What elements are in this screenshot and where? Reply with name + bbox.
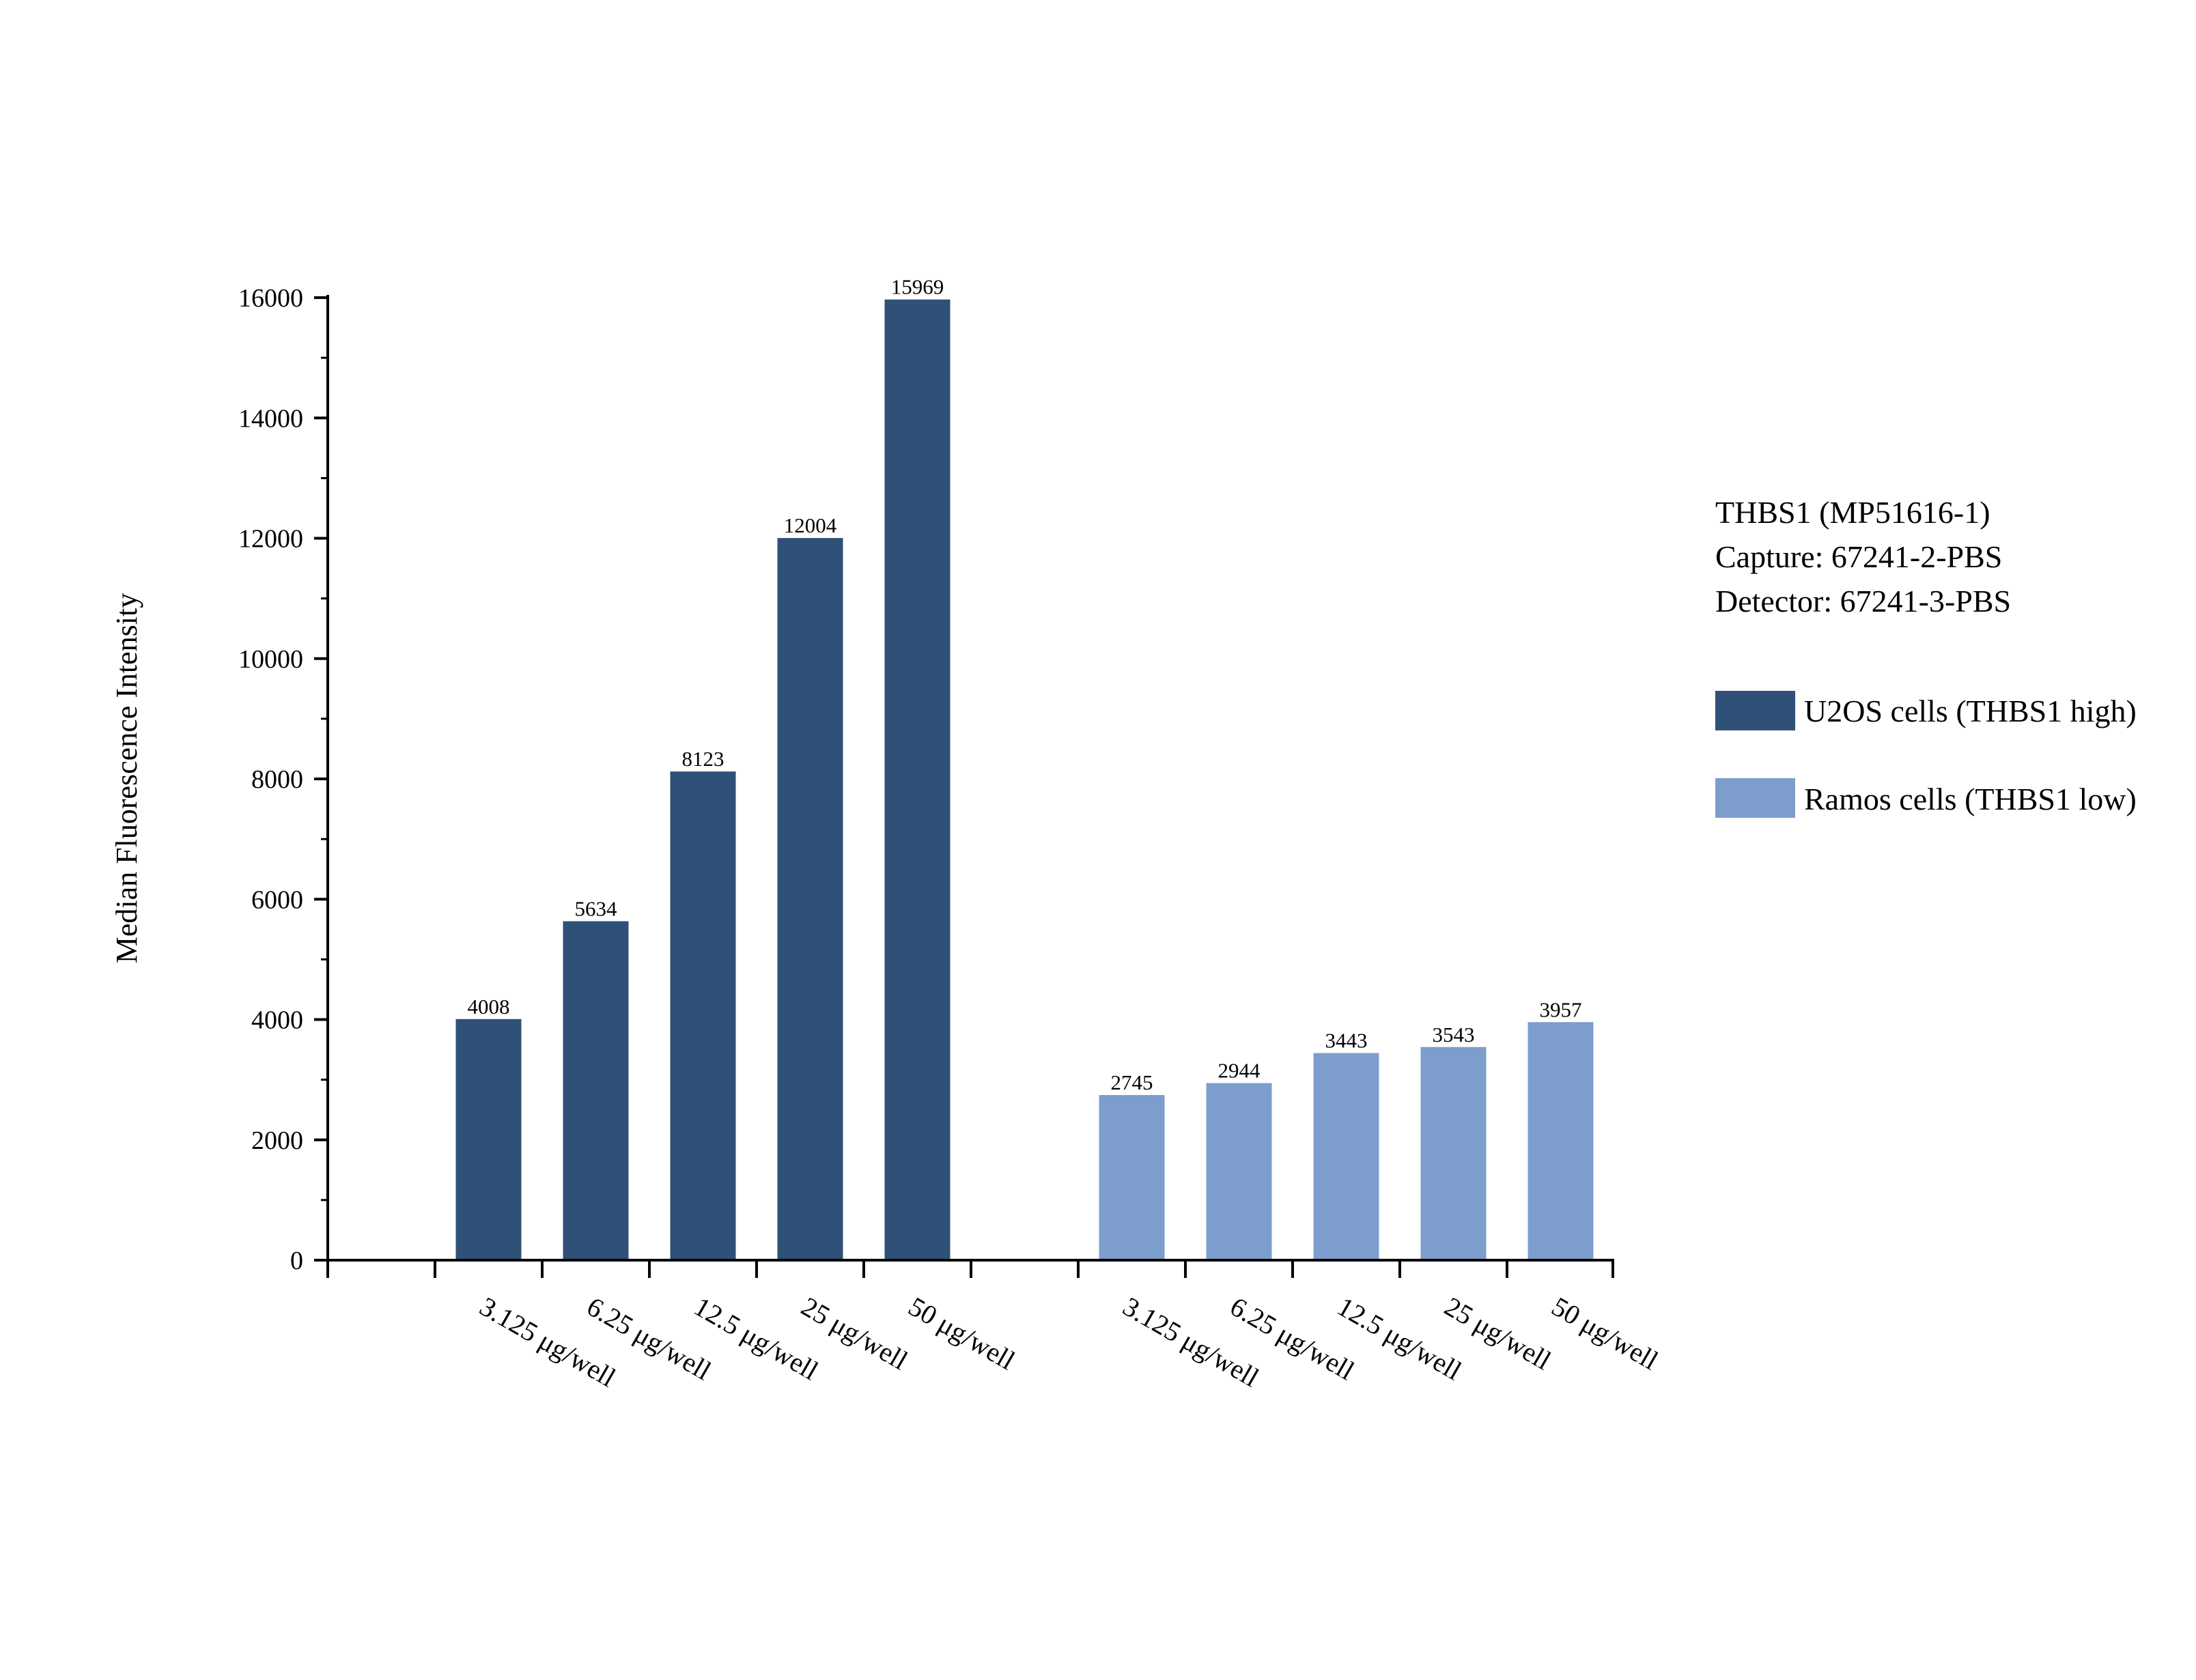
data-label: 3957 [1540, 997, 1582, 1021]
bar [1528, 1022, 1594, 1260]
y-tick-label: 14000 [238, 404, 303, 433]
data-label: 2944 [1218, 1059, 1261, 1083]
bar [670, 771, 736, 1260]
legend-swatch-u2os [1715, 691, 1795, 730]
bar [1099, 1095, 1165, 1260]
data-label: 8123 [682, 747, 724, 771]
info-block: THBS1 (MP51616-1) Capture: 67241-2-PBS D… [1715, 495, 2011, 618]
bar [1313, 1053, 1379, 1260]
legend: U2OS cells (THBS1 high) Ramos cells (THB… [1715, 691, 2137, 818]
y-tick-label: 8000 [251, 765, 303, 794]
bar [777, 538, 843, 1261]
info-line-detector: Detector: 67241-3-PBS [1715, 584, 2011, 618]
y-axis-ticks: 0 2000 4000 6000 8000 10000 12000 14000 16000 [238, 284, 328, 1275]
data-label: 5634 [575, 897, 618, 921]
bar [884, 299, 951, 1260]
y-tick-label: 10000 [238, 645, 303, 674]
data-label: 2745 [1111, 1070, 1153, 1094]
y-tick-label: 2000 [251, 1126, 303, 1155]
legend-swatch-ramos [1715, 778, 1795, 818]
y-tick-label: 6000 [251, 885, 303, 914]
bar [455, 1019, 522, 1260]
bar [563, 921, 629, 1260]
x-axis-ticks [326, 1260, 1614, 1278]
y-tick-label: 12000 [238, 525, 303, 554]
info-line-capture: Capture: 67241-2-PBS [1715, 539, 2002, 574]
bar [1420, 1047, 1487, 1260]
y-tick-label: 0 [290, 1247, 303, 1275]
y-tick-label: 16000 [238, 284, 303, 313]
data-label: 3543 [1433, 1023, 1475, 1047]
data-labels: 4008 5634 8123 12004 15969 2745 2944 3443 3543 39… [468, 275, 1582, 1094]
y-axis-title: Median Fluorescence Intensity [110, 593, 143, 964]
data-label: 12004 [784, 513, 837, 537]
data-label: 15969 [891, 275, 944, 299]
legend-label-u2os: U2OS cells (THBS1 high) [1804, 694, 2137, 728]
bars [455, 299, 1594, 1261]
bar [1206, 1083, 1272, 1260]
data-label: 3443 [1325, 1029, 1368, 1053]
category-label: 50 μg/well [903, 1291, 1020, 1376]
y-tick-label: 4000 [251, 1006, 303, 1035]
info-line-product: THBS1 (MP51616-1) [1715, 495, 1990, 530]
legend-label-ramos: Ramos cells (THBS1 low) [1804, 782, 2137, 816]
data-label: 4008 [468, 995, 510, 1019]
category-label: 50 μg/well [1547, 1291, 1663, 1376]
